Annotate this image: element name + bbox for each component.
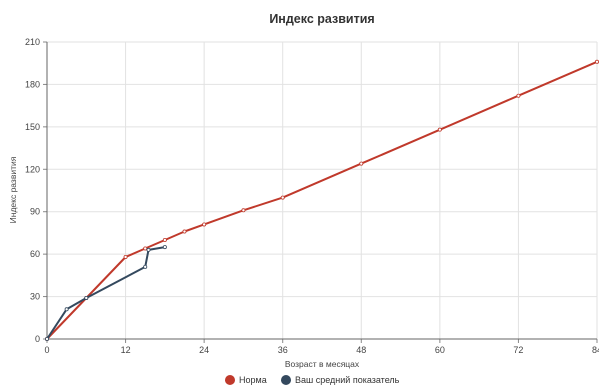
x-tick-label: 12: [121, 345, 131, 355]
x-tick-label: 84: [592, 345, 599, 355]
plot-area: [45, 59, 599, 341]
data-point[interactable]: [143, 264, 148, 269]
x-tick-label: 72: [513, 345, 523, 355]
data-point[interactable]: [84, 295, 89, 300]
series-line-1: [46, 246, 166, 340]
y-axis: 0 30 60 90 120 150 180 210: [25, 37, 48, 344]
data-point[interactable]: [202, 222, 207, 227]
x-tick-label: 48: [356, 345, 366, 355]
x-tick-label: 60: [435, 345, 445, 355]
data-point[interactable]: [45, 336, 50, 341]
data-point[interactable]: [146, 247, 151, 252]
legend-label[interactable]: Норма: [239, 375, 267, 385]
data-point[interactable]: [359, 161, 364, 166]
y-tick-label: 150: [25, 122, 40, 132]
legend: Норма Ваш средний показатель: [225, 375, 400, 385]
data-point[interactable]: [241, 208, 246, 213]
x-axis-label: Возраст в месяцах: [285, 359, 360, 369]
data-point[interactable]: [516, 93, 521, 98]
y-tick-label: 180: [25, 79, 40, 89]
y-tick-label: 120: [25, 164, 40, 174]
grid: [46, 41, 598, 340]
y-tick-label: 90: [30, 207, 40, 217]
data-point[interactable]: [123, 254, 128, 259]
y-tick-label: 210: [25, 37, 40, 47]
x-tick-label: 36: [278, 345, 288, 355]
legend-swatch: [281, 375, 291, 385]
data-point[interactable]: [162, 245, 167, 250]
y-tick-label: 60: [30, 249, 40, 259]
data-point[interactable]: [595, 59, 599, 64]
data-point[interactable]: [437, 127, 442, 132]
y-axis-label: Индекс развития: [8, 156, 18, 223]
x-axis: 0 12 24 36 48 60 72 84: [44, 338, 599, 355]
chart-title: Индекс развития: [269, 12, 374, 26]
x-tick-label: 0: [44, 345, 49, 355]
legend-swatch: [225, 375, 235, 385]
x-tick-label: 24: [199, 345, 209, 355]
data-point[interactable]: [64, 307, 69, 312]
data-point[interactable]: [182, 229, 187, 234]
y-tick-label: 0: [35, 334, 40, 344]
legend-label[interactable]: Ваш средний показатель: [295, 375, 400, 385]
data-point[interactable]: [143, 246, 148, 251]
data-point[interactable]: [162, 237, 167, 242]
y-tick-label: 30: [30, 292, 40, 302]
series-line-0: [46, 60, 598, 340]
data-point[interactable]: [280, 195, 285, 200]
